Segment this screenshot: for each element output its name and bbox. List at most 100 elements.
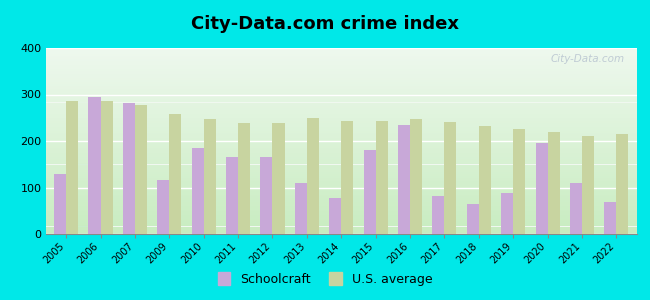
Bar <box>582 136 594 234</box>
Bar <box>46 157 637 159</box>
Bar <box>46 159 637 161</box>
Bar <box>616 134 629 234</box>
Bar <box>46 78 637 80</box>
Bar <box>272 123 285 234</box>
Bar <box>238 123 250 234</box>
Bar <box>46 134 637 136</box>
Bar <box>46 46 637 48</box>
Bar <box>514 129 525 234</box>
Bar <box>307 118 319 234</box>
Bar <box>46 228 637 230</box>
Bar <box>363 150 376 234</box>
Bar <box>501 193 514 234</box>
Bar <box>101 101 112 234</box>
Bar <box>46 187 637 189</box>
Bar <box>46 191 637 193</box>
Bar <box>46 65 637 67</box>
Bar <box>536 143 547 234</box>
Bar <box>46 61 637 63</box>
Bar <box>547 132 560 234</box>
Bar <box>46 108 637 110</box>
Bar <box>46 106 637 108</box>
Bar <box>226 157 238 234</box>
Bar <box>501 193 514 234</box>
Bar <box>46 200 637 202</box>
Bar <box>46 176 637 178</box>
Bar <box>46 123 637 125</box>
Bar <box>46 89 637 91</box>
Bar <box>46 215 637 217</box>
Bar <box>46 182 637 183</box>
Legend: Schoolcraft, U.S. average: Schoolcraft, U.S. average <box>213 267 437 291</box>
Bar <box>169 115 181 234</box>
Bar <box>46 76 637 78</box>
Bar <box>46 133 637 134</box>
Bar <box>88 97 101 234</box>
Bar <box>46 116 637 118</box>
Bar <box>203 119 216 234</box>
Bar <box>46 119 637 121</box>
Bar <box>46 103 637 104</box>
Bar <box>295 183 307 234</box>
Bar <box>46 164 637 166</box>
Bar <box>46 91 637 93</box>
Bar <box>46 161 637 163</box>
Bar <box>46 202 637 204</box>
Bar <box>46 112 637 114</box>
Bar <box>226 157 238 234</box>
Bar <box>46 210 637 212</box>
Bar <box>101 101 112 234</box>
Bar <box>46 72 637 74</box>
Bar <box>46 213 637 215</box>
Bar <box>192 148 203 234</box>
Bar <box>135 105 147 234</box>
Bar <box>46 163 637 164</box>
Bar <box>398 125 410 234</box>
Bar <box>46 195 637 197</box>
Bar <box>46 185 637 187</box>
Bar <box>46 193 637 194</box>
Bar <box>46 121 637 123</box>
Bar <box>46 50 637 52</box>
Bar <box>157 180 169 234</box>
Bar <box>88 97 101 234</box>
Bar <box>604 202 616 234</box>
Bar <box>445 122 456 234</box>
Bar <box>46 179 637 182</box>
Bar <box>46 129 637 131</box>
Bar <box>479 126 491 234</box>
Bar <box>46 85 637 88</box>
Bar <box>46 189 637 191</box>
Bar <box>445 122 456 234</box>
Bar <box>157 180 169 234</box>
Bar <box>54 173 66 234</box>
Bar <box>46 142 637 144</box>
Bar <box>410 119 422 234</box>
Bar <box>46 136 637 138</box>
Bar <box>66 101 78 234</box>
Bar <box>46 138 637 140</box>
Bar <box>432 196 445 234</box>
Bar <box>46 226 637 228</box>
Bar <box>432 196 445 234</box>
Bar <box>46 225 637 226</box>
Bar <box>307 118 319 234</box>
Bar <box>46 70 637 72</box>
Bar <box>54 173 66 234</box>
Bar <box>46 99 637 100</box>
Bar <box>46 198 637 200</box>
Bar <box>46 219 637 221</box>
Bar <box>46 127 637 129</box>
Bar <box>46 80 637 82</box>
Bar <box>547 132 560 234</box>
Bar <box>329 198 341 234</box>
Bar <box>46 114 637 116</box>
Bar <box>46 172 637 174</box>
Bar <box>46 100 637 103</box>
Bar <box>46 170 637 172</box>
Bar <box>46 84 637 85</box>
Bar <box>46 148 637 149</box>
Bar <box>570 183 582 234</box>
Bar <box>46 155 637 157</box>
Bar <box>46 48 637 50</box>
